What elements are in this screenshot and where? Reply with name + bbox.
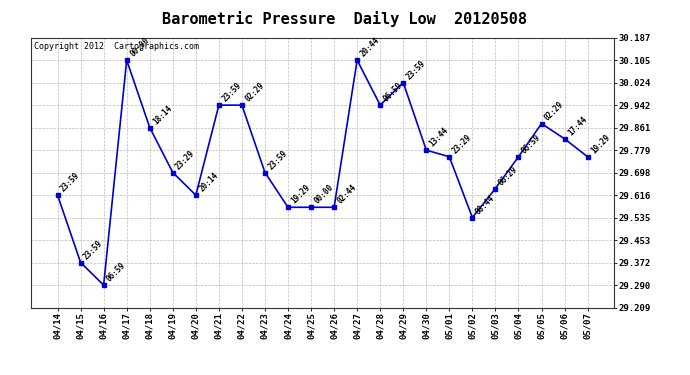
Text: 02:29: 02:29 [543,99,566,122]
Text: Copyright 2012  Cartographics.com: Copyright 2012 Cartographics.com [34,42,199,51]
Text: 20:44: 20:44 [359,36,382,59]
Text: 23:59: 23:59 [404,58,427,81]
Text: 17:44: 17:44 [566,115,589,137]
Text: 06:59: 06:59 [382,81,404,104]
Text: 18:14: 18:14 [151,104,174,126]
Text: 23:59: 23:59 [59,171,81,194]
Text: 20:14: 20:14 [197,171,220,194]
Text: 02:29: 02:29 [244,81,266,104]
Text: 19:29: 19:29 [289,183,312,206]
Text: 23:59: 23:59 [82,238,105,261]
Text: 06:59: 06:59 [105,261,128,284]
Text: 13:44: 13:44 [428,126,451,149]
Text: 19:29: 19:29 [589,133,612,155]
Text: 23:59: 23:59 [220,81,243,104]
Text: 06:59: 06:59 [520,133,542,155]
Text: 06:29: 06:29 [497,164,520,187]
Text: Barometric Pressure  Daily Low  20120508: Barometric Pressure Daily Low 20120508 [163,11,527,27]
Text: 23:29: 23:29 [174,148,197,171]
Text: 08:44: 08:44 [474,194,497,216]
Text: 00:00: 00:00 [313,183,335,206]
Text: 02:44: 02:44 [335,183,358,206]
Text: 23:59: 23:59 [266,148,289,171]
Text: 00:00: 00:00 [128,36,151,59]
Text: 23:29: 23:29 [451,133,473,155]
